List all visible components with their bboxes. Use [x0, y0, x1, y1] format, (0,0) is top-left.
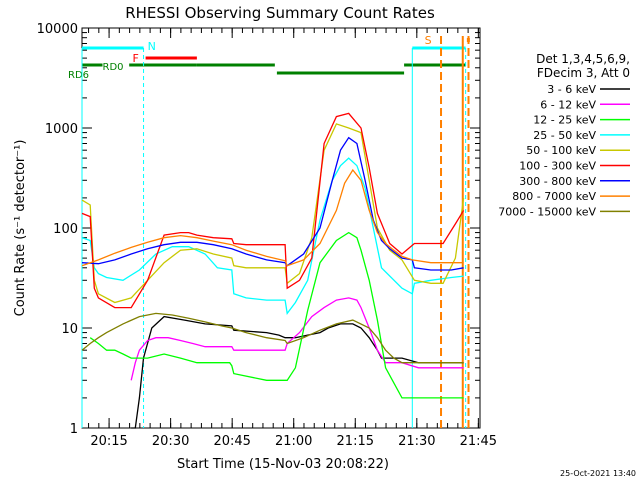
y-tick-label: 10 — [61, 322, 78, 337]
series-line — [81, 312, 464, 364]
x-tick-label: 21:15 — [337, 434, 374, 449]
legend-entry: 12 - 25 keV — [533, 114, 596, 127]
series-line — [81, 112, 465, 309]
series-line — [131, 315, 464, 429]
series-line — [81, 157, 464, 316]
y-tick-label: 1 — [70, 422, 78, 437]
x-tick-label: 20:15 — [90, 434, 127, 449]
y-tick-label: 10000 — [37, 22, 78, 37]
series-line — [81, 123, 465, 304]
x-tick-label: 20:30 — [152, 434, 189, 449]
legend-header-line-2: FDecim 3, Att 0 — [537, 66, 630, 80]
x-axis-label: Start Time (15-Nov-03 20:08:22) — [177, 457, 389, 472]
x-tick-label: 21:00 — [275, 434, 312, 449]
plot-area: 1 10 100 1000 10000 20:15 20:30 20:45 21:00 21:15… — [37, 22, 630, 449]
legend-entry: 25 - 50 keV — [533, 129, 596, 142]
series-line — [81, 168, 464, 267]
rd6-flag-label: RD6 — [68, 70, 89, 81]
legend-header-line-1: Det 1,3,4,5,6,9, — [536, 52, 630, 66]
legend-entry: 800 - 7000 keV — [512, 190, 596, 203]
saa-flag-label: S — [425, 34, 432, 47]
rd0-flag-label: RD0 — [103, 62, 124, 73]
series-line — [89, 231, 464, 399]
x-tick-label: 21:30 — [398, 434, 435, 449]
legend-entry: 6 - 12 keV — [540, 98, 596, 111]
footer-timestamp: 25-Oct-2021 13:40 — [560, 469, 636, 478]
legend-entry: 300 - 800 keV — [519, 175, 596, 188]
x-tick-label: 21:45 — [460, 434, 497, 449]
series-line — [130, 297, 464, 381]
flare-flag-label: F — [132, 52, 138, 65]
night-flag-label: N — [148, 40, 156, 53]
y-axis-label: Count Rate (s⁻¹ detector⁻¹) — [13, 140, 28, 317]
series-line — [81, 136, 464, 271]
legend-entry: 7000 - 15000 keV — [498, 205, 596, 218]
legend-entry: 3 - 6 keV — [547, 83, 596, 96]
legend-entry: 100 - 300 keV — [519, 160, 596, 173]
y-tick-label: 1000 — [45, 122, 78, 137]
legend-entry: 50 - 100 keV — [526, 144, 596, 157]
x-tick-label: 20:45 — [213, 434, 250, 449]
y-tick-label: 100 — [53, 222, 78, 237]
chart-title: RHESSI Observing Summary Count Rates — [125, 4, 435, 22]
